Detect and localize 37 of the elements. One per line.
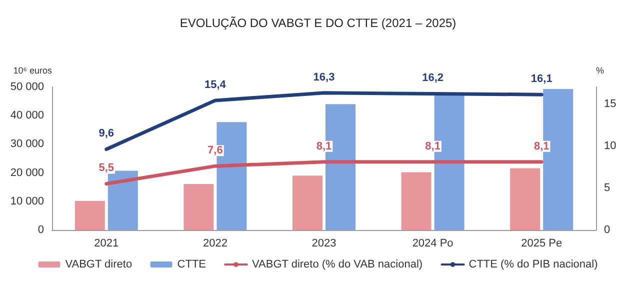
y-tick-label: 30 000 <box>10 138 44 150</box>
data-label: 9,6 <box>98 128 114 140</box>
bar <box>74 200 105 230</box>
bar <box>510 168 540 230</box>
x-tick-label: 2025 Pe <box>521 238 562 250</box>
y-tick-label: 0 <box>38 224 44 236</box>
y2-tick-label: 0 <box>604 224 610 236</box>
data-label: 7,6 <box>208 144 223 157</box>
x-tick-label: 2022 <box>202 238 228 250</box>
data-label: 16,3 <box>313 71 335 84</box>
chart-title: EVOLUÇÃO DO VABGT E DO CTTE (2021 – 2025) <box>180 16 456 30</box>
y-axis-title: 10⁶ euros <box>13 66 52 76</box>
y-tick-label: 40 000 <box>10 110 44 122</box>
x-tick-label: 2024 Po <box>412 238 454 250</box>
bar <box>184 184 214 230</box>
data-label: 16,2 <box>422 72 444 84</box>
data-label: 15,4 <box>204 78 227 91</box>
data-label: 8,1 <box>534 140 550 152</box>
y-tick-label: 20 000 <box>10 166 44 179</box>
legend-label: CTTE (% do PIB nacional) <box>468 258 598 270</box>
y2-tick-label: 10 <box>604 140 616 152</box>
legend-label: VABGT direto (% do VAB nacional) <box>252 258 423 270</box>
x-tick-label: 2021 <box>94 238 119 250</box>
legend-label: VABGT direto <box>65 258 132 270</box>
data-label: 8,1 <box>425 140 440 152</box>
y-tick-label: 50 000 <box>10 81 44 93</box>
legend-label: CTTE <box>177 258 206 270</box>
bar <box>292 176 322 230</box>
data-label: 16,1 <box>530 73 552 86</box>
data-label: 8,1 <box>316 140 332 152</box>
x-tick-label: 2023 <box>312 238 336 250</box>
y2-tick-label: 5 <box>604 182 610 194</box>
data-label: 5,5 <box>98 162 114 174</box>
bar <box>401 172 432 230</box>
y-tick-label: 10 000 <box>10 195 44 208</box>
y2-tick-label: 15 <box>604 98 616 110</box>
y2-axis-title: % <box>596 66 604 76</box>
